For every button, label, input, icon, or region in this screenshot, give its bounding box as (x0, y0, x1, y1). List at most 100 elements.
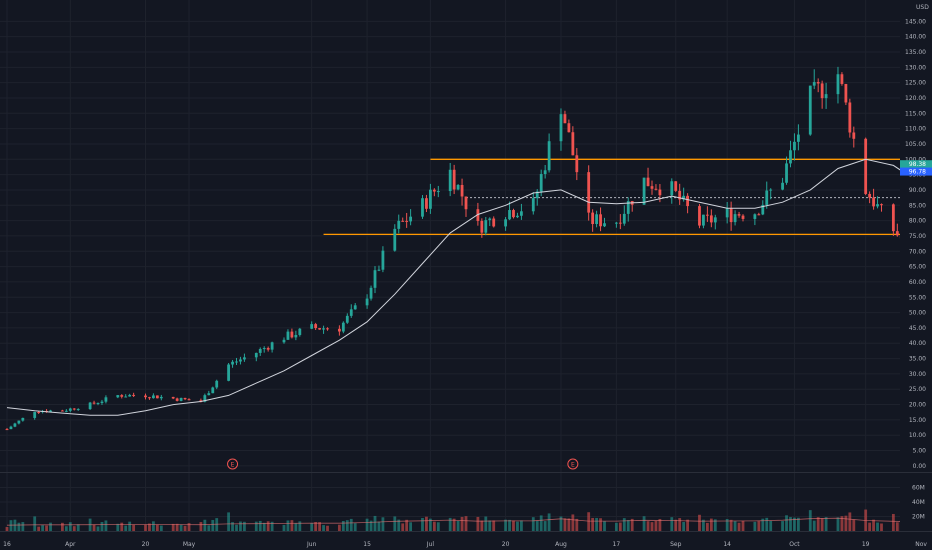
candle-body (92, 402, 96, 404)
volume-bar (373, 515, 377, 531)
candle-body (492, 218, 496, 227)
volume-bar (816, 517, 820, 531)
volume-bar (741, 520, 745, 531)
price-tick-label: 55.00 (909, 294, 926, 301)
volume-bar (21, 522, 25, 531)
volume-bar (45, 525, 48, 531)
candle-body (725, 208, 729, 218)
volume-bar (622, 518, 626, 531)
volume-bar (409, 522, 413, 531)
candle-body (88, 402, 92, 410)
volume-bar (64, 526, 68, 531)
volume-bar (781, 521, 784, 531)
volume-bar (397, 519, 401, 531)
volume-bar (183, 525, 187, 531)
candle-body (539, 174, 543, 192)
volume-bar (575, 518, 579, 531)
time-axis[interactable]: 16Apr20MayJun15Jul20Aug17Sep14Oct19Nov16… (3, 541, 932, 548)
candle-body (840, 74, 844, 84)
volume-bar (41, 525, 45, 531)
volume-bar (179, 524, 183, 531)
volume-bar (895, 522, 899, 531)
volume-bar (654, 520, 658, 531)
price-tick-label: 35.00 (909, 356, 926, 363)
candle-body (547, 141, 551, 171)
candle-body (709, 215, 713, 223)
volume-bar (488, 520, 492, 531)
volume-bar (120, 522, 124, 531)
volume-bar (72, 526, 76, 531)
candle-body (369, 287, 373, 299)
volume-bar (377, 521, 381, 531)
volume-bar (318, 522, 322, 531)
candle-body (452, 169, 456, 190)
candle-body (852, 132, 856, 139)
volume-bar (155, 524, 159, 531)
volume-bar (33, 516, 37, 531)
volume-bar (674, 519, 678, 531)
volume-bar (757, 521, 761, 531)
candle-body (670, 181, 674, 196)
volume-bar (709, 518, 713, 531)
volume-bar (670, 517, 674, 531)
candle-body (844, 83, 848, 103)
candle-body (322, 328, 325, 330)
volume-bar (298, 521, 302, 531)
candle-body (175, 398, 179, 401)
price-tick-label: 75.00 (909, 233, 926, 240)
volume-tick-label: 20M (912, 514, 925, 521)
volume-bar (96, 526, 100, 531)
candle-body (516, 215, 519, 218)
price-tick-label: 115.00 (905, 110, 926, 117)
price-tick-label: 130.00 (905, 64, 926, 71)
candle-body (187, 399, 191, 401)
volume-bar (753, 521, 757, 531)
volume-bar (531, 517, 535, 531)
volume-bar (369, 520, 373, 531)
volume-bar (630, 518, 634, 531)
volume-bar (294, 523, 298, 531)
volume-bar (820, 518, 824, 531)
volume-bar (848, 512, 852, 531)
candle-body (895, 231, 899, 236)
candle-body (702, 214, 705, 226)
candle-body (100, 401, 104, 403)
volume-bar (464, 516, 468, 531)
volume-bar (152, 521, 155, 531)
candle-body (5, 429, 9, 431)
volume-bar (421, 518, 424, 531)
candle-body (868, 193, 872, 198)
price-tick-label: 65.00 (909, 264, 926, 271)
volume-bar (812, 520, 816, 531)
price-tick-label: 105.00 (905, 141, 926, 148)
candle-body (171, 396, 175, 399)
volume-bar (789, 517, 792, 531)
candle-body (713, 217, 717, 223)
earnings-marker[interactable] (567, 458, 579, 470)
candle-body (152, 395, 155, 399)
volume-bar (733, 521, 737, 531)
candle-body (231, 361, 234, 365)
volume-bar (626, 520, 630, 531)
candle-body (757, 214, 761, 216)
candle-body (789, 150, 792, 164)
earnings-marker[interactable] (227, 458, 239, 470)
candle-body (765, 190, 769, 205)
candle-body (781, 182, 784, 190)
candle-body (211, 387, 215, 394)
candle-body (622, 213, 626, 224)
candle-body (310, 324, 314, 329)
volume-bar (702, 519, 705, 531)
candle-body (820, 83, 824, 99)
candle-body (504, 219, 507, 227)
volume-bar (658, 518, 662, 531)
volume-bar (436, 522, 440, 531)
candle-body (480, 220, 484, 233)
candle-body (591, 212, 595, 225)
volume-bar (543, 521, 547, 531)
candle-body (797, 134, 800, 142)
volume-bar (891, 513, 895, 531)
volume-bar (401, 523, 405, 531)
volume-bar (235, 524, 238, 531)
